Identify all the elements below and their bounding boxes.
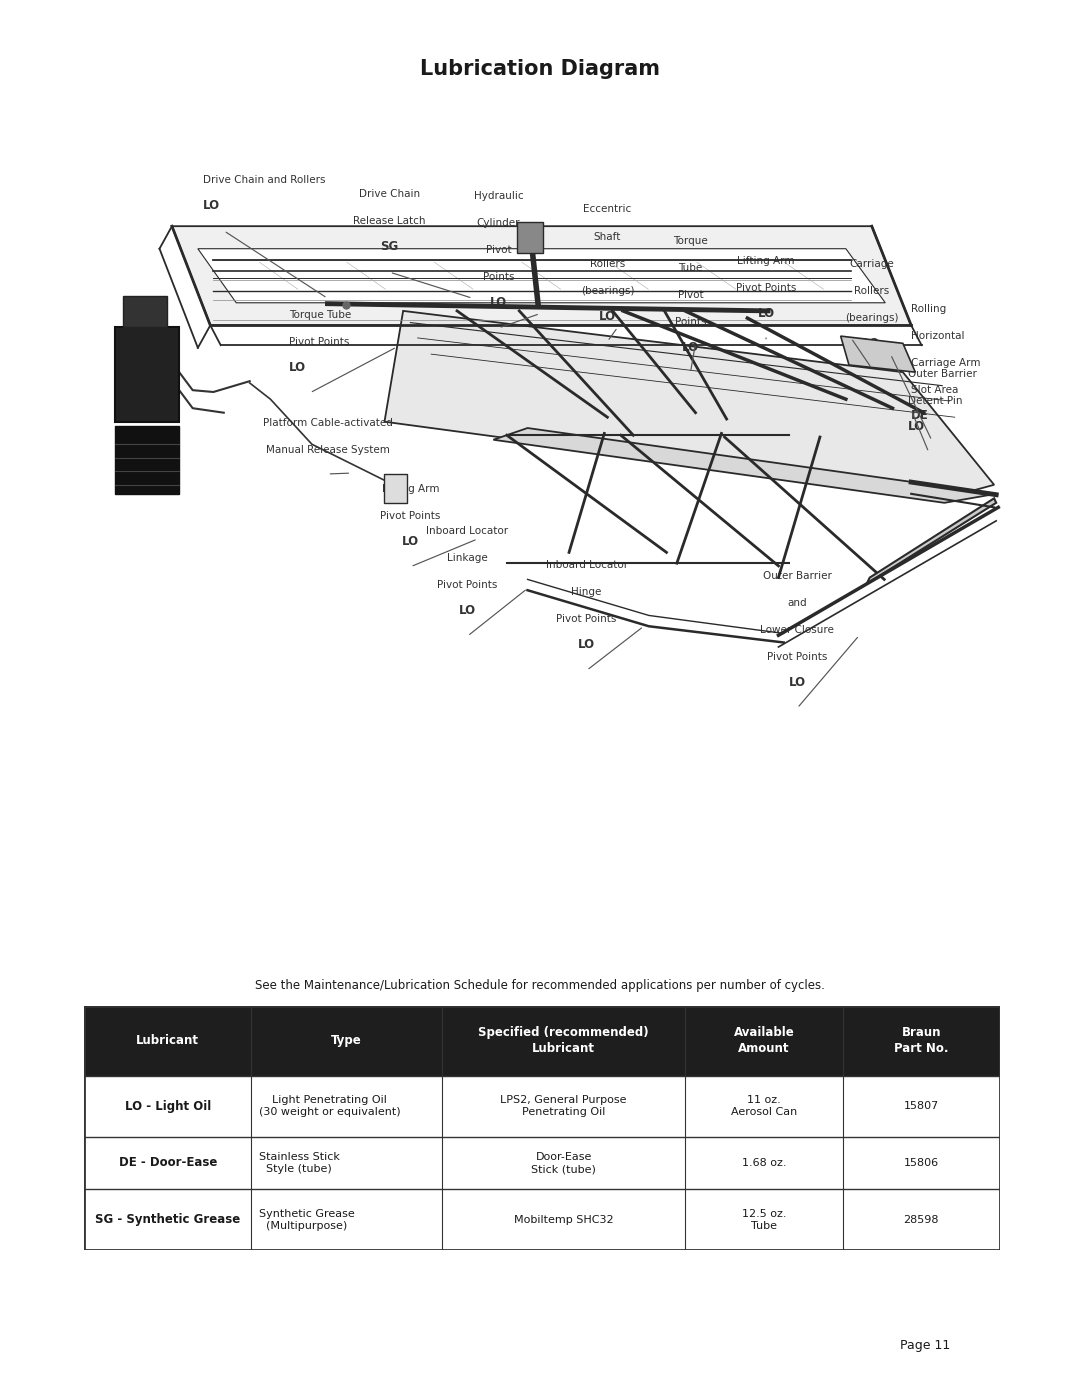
Text: Points: Points	[675, 317, 706, 327]
Polygon shape	[494, 427, 996, 503]
Bar	[517, 222, 543, 253]
Text: Eccentric: Eccentric	[583, 204, 632, 215]
Text: Type: Type	[332, 1034, 362, 1048]
Text: Pivot Points: Pivot Points	[289, 337, 350, 346]
Bar	[114, 327, 179, 422]
Text: LO: LO	[490, 296, 508, 309]
Text: Hydraulic: Hydraulic	[474, 191, 524, 201]
Text: and: and	[787, 598, 807, 608]
Text: Pivot: Pivot	[486, 244, 511, 256]
Text: Pivot: Pivot	[677, 291, 703, 300]
Text: Hinge: Hinge	[571, 587, 602, 598]
Text: Rolling: Rolling	[912, 303, 946, 313]
Text: Pivot Points: Pivot Points	[735, 282, 796, 293]
Text: LO - Light Oil: LO - Light Oil	[124, 1099, 211, 1112]
Text: Stainless Stick
Style (tube): Stainless Stick Style (tube)	[258, 1151, 339, 1173]
Text: LO: LO	[788, 676, 806, 689]
Text: See the Maintenance/Lubrication Schedule for recommended applications per number: See the Maintenance/Lubrication Schedule…	[255, 979, 825, 992]
Bar	[84, 1189, 1000, 1250]
Text: Drive Chain and Rollers: Drive Chain and Rollers	[203, 175, 325, 184]
Text: Torque Tube: Torque Tube	[289, 310, 351, 320]
Bar	[123, 296, 166, 327]
Text: LO: LO	[203, 198, 220, 212]
Text: Carriage: Carriage	[849, 258, 894, 268]
Bar	[84, 1076, 1000, 1137]
Text: Outer Barrier: Outer Barrier	[762, 571, 832, 581]
Text: Detent Pin: Detent Pin	[908, 397, 962, 407]
Text: LPS2, General Purpose
Penetrating Oil: LPS2, General Purpose Penetrating Oil	[500, 1095, 626, 1118]
Text: LO: LO	[598, 310, 616, 323]
Text: LO: LO	[863, 337, 880, 349]
Text: Slot Area: Slot Area	[912, 384, 959, 395]
Text: Release Latch: Release Latch	[353, 217, 426, 226]
Text: Cylinder: Cylinder	[476, 218, 521, 228]
Text: SG - Synthetic Grease: SG - Synthetic Grease	[95, 1213, 241, 1227]
Text: 28598: 28598	[904, 1215, 940, 1225]
Polygon shape	[866, 499, 996, 584]
Text: 15807: 15807	[904, 1101, 939, 1111]
Text: Lifting Arm: Lifting Arm	[381, 483, 440, 493]
Text: LO: LO	[289, 360, 307, 374]
Text: Horizontal: Horizontal	[912, 331, 964, 341]
Text: Points: Points	[483, 272, 514, 282]
Text: Pivot Points: Pivot Points	[556, 615, 617, 624]
Text: Rollers: Rollers	[590, 258, 625, 268]
Text: Lubrication Diagram: Lubrication Diagram	[420, 59, 660, 78]
Bar	[384, 474, 407, 503]
Text: Available
Amount: Available Amount	[733, 1027, 794, 1055]
Bar	[84, 1006, 1000, 1076]
Text: LO: LO	[402, 535, 419, 548]
Text: Synthetic Grease
(Multipurpose): Synthetic Grease (Multipurpose)	[258, 1208, 354, 1231]
Text: Lifting Arm: Lifting Arm	[738, 256, 795, 265]
Text: 1.68 oz.: 1.68 oz.	[742, 1158, 786, 1168]
Text: 11 oz.
Aerosol Can: 11 oz. Aerosol Can	[731, 1095, 797, 1118]
Text: Shaft: Shaft	[594, 232, 621, 242]
Bar	[114, 426, 179, 493]
Text: Torque: Torque	[673, 236, 707, 246]
Text: LO: LO	[459, 605, 476, 617]
Polygon shape	[172, 226, 912, 326]
Text: Carriage Arm: Carriage Arm	[912, 358, 981, 367]
Text: Manual Release System: Manual Release System	[266, 446, 390, 455]
Text: (bearings): (bearings)	[581, 285, 634, 296]
Text: Specified (recommended)
Lubricant: Specified (recommended) Lubricant	[478, 1027, 649, 1055]
Bar	[84, 1137, 1000, 1189]
Text: Platform Cable-activated: Platform Cable-activated	[262, 418, 392, 427]
Text: DE: DE	[912, 409, 929, 422]
Text: (bearings): (bearings)	[845, 313, 899, 323]
Text: Lubricant: Lubricant	[136, 1034, 199, 1048]
Text: Pivot Points: Pivot Points	[767, 652, 827, 662]
Text: LO: LO	[681, 341, 699, 355]
Text: Drive Chain: Drive Chain	[360, 189, 420, 200]
Text: LO: LO	[908, 420, 926, 433]
Text: Rollers: Rollers	[854, 285, 890, 296]
Text: Lower Closure: Lower Closure	[760, 626, 834, 636]
Text: Tube: Tube	[678, 263, 702, 272]
Text: Inboard Locator: Inboard Locator	[545, 560, 627, 570]
Text: Outer Barrier: Outer Barrier	[908, 369, 977, 380]
Text: Light Penetrating Oil
(30 weight or equivalent): Light Penetrating Oil (30 weight or equi…	[258, 1095, 401, 1118]
Text: 12.5 oz.
Tube: 12.5 oz. Tube	[742, 1208, 786, 1231]
Text: Pivot Points: Pivot Points	[380, 511, 441, 521]
Text: SG: SG	[380, 240, 399, 253]
Polygon shape	[384, 312, 994, 499]
Text: Inboard Locator: Inboard Locator	[427, 527, 509, 536]
Text: Pivot Points: Pivot Points	[437, 580, 498, 590]
Text: Linkage: Linkage	[447, 553, 488, 563]
Text: LO: LO	[757, 307, 774, 320]
Text: DE - Door-Ease: DE - Door-Ease	[119, 1157, 217, 1169]
Text: Mobiltemp SHC32: Mobiltemp SHC32	[514, 1215, 613, 1225]
Text: Braun
Part No.: Braun Part No.	[894, 1027, 948, 1055]
Text: 15806: 15806	[904, 1158, 939, 1168]
Polygon shape	[198, 249, 886, 303]
Polygon shape	[840, 337, 916, 372]
Text: Page 11: Page 11	[900, 1340, 950, 1352]
Text: Door-Ease
Stick (tube): Door-Ease Stick (tube)	[531, 1151, 596, 1173]
Text: LO: LO	[578, 638, 595, 651]
